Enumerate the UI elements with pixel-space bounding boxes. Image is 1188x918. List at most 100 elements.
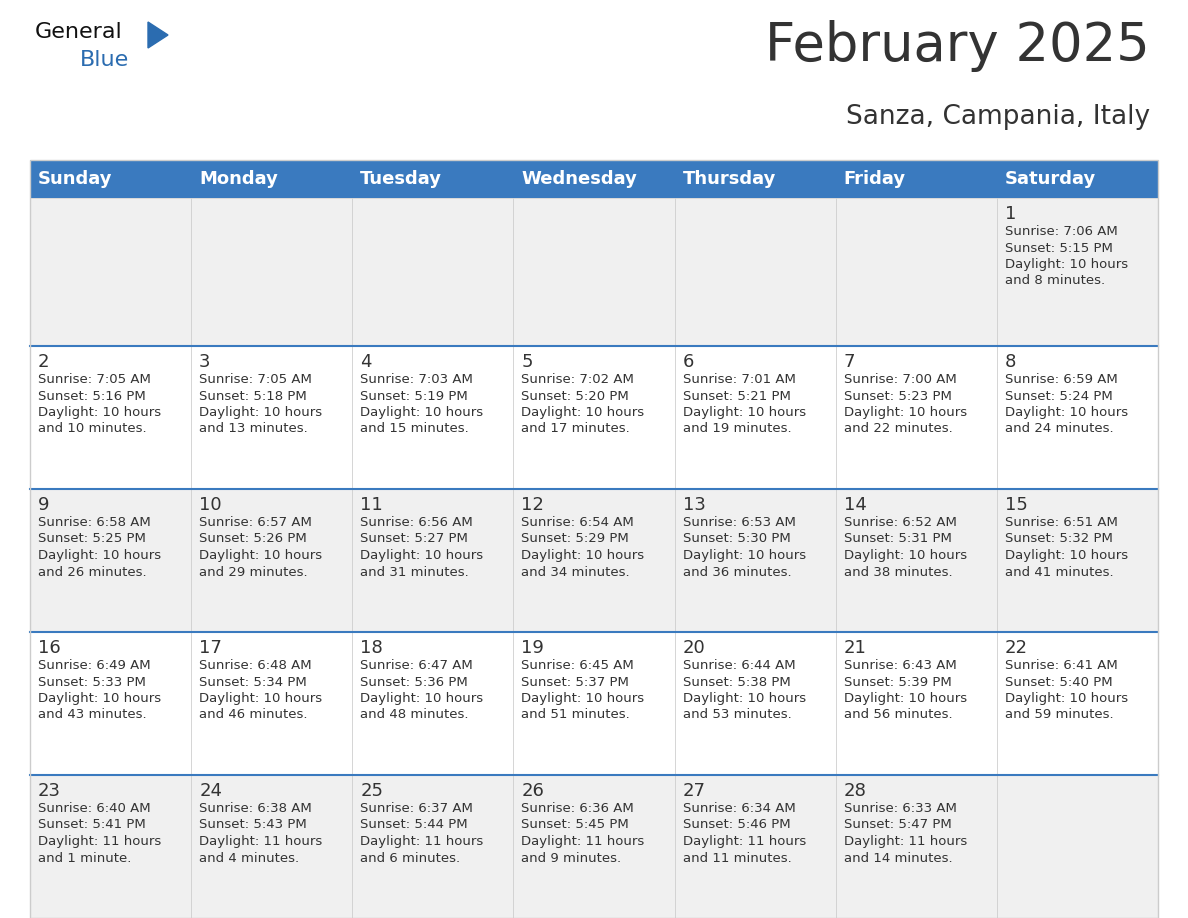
Bar	[997, 346, 1158, 489]
Bar	[353, 632, 513, 775]
Text: Sanza, Campania, Italy: Sanza, Campania, Italy	[846, 104, 1150, 130]
Bar	[191, 775, 353, 918]
Bar	[835, 198, 997, 346]
Text: Sunset: 5:21 PM: Sunset: 5:21 PM	[683, 389, 790, 402]
Text: Daylight: 10 hours: Daylight: 10 hours	[843, 692, 967, 705]
Text: Sunrise: 6:57 AM: Sunrise: 6:57 AM	[200, 516, 312, 529]
Text: and 4 minutes.: and 4 minutes.	[200, 852, 299, 865]
Text: Sunrise: 6:58 AM: Sunrise: 6:58 AM	[38, 516, 151, 529]
Bar	[191, 489, 353, 632]
Text: and 11 minutes.: and 11 minutes.	[683, 852, 791, 865]
Text: Sunrise: 6:41 AM: Sunrise: 6:41 AM	[1005, 659, 1118, 672]
Text: 12: 12	[522, 496, 544, 514]
Bar	[997, 632, 1158, 775]
Bar	[30, 632, 191, 775]
Bar	[835, 775, 997, 918]
Text: 10: 10	[200, 496, 222, 514]
Text: Daylight: 11 hours: Daylight: 11 hours	[38, 835, 162, 848]
Text: and 13 minutes.: and 13 minutes.	[200, 422, 308, 435]
Text: Wednesday: Wednesday	[522, 170, 637, 188]
Bar	[835, 489, 997, 632]
Text: Saturday: Saturday	[1005, 170, 1097, 188]
Text: Sunset: 5:26 PM: Sunset: 5:26 PM	[200, 532, 307, 545]
Text: 7: 7	[843, 353, 855, 371]
Text: 9: 9	[38, 496, 50, 514]
Text: Sunset: 5:38 PM: Sunset: 5:38 PM	[683, 676, 790, 688]
Text: 27: 27	[683, 782, 706, 800]
Text: Sunrise: 6:37 AM: Sunrise: 6:37 AM	[360, 802, 473, 815]
Text: and 19 minutes.: and 19 minutes.	[683, 422, 791, 435]
Text: and 51 minutes.: and 51 minutes.	[522, 709, 630, 722]
Text: and 46 minutes.: and 46 minutes.	[200, 709, 308, 722]
Text: Daylight: 10 hours: Daylight: 10 hours	[522, 406, 645, 419]
Text: 17: 17	[200, 639, 222, 657]
Text: Thursday: Thursday	[683, 170, 776, 188]
Bar	[191, 160, 353, 198]
Bar	[30, 346, 191, 489]
Text: and 48 minutes.: and 48 minutes.	[360, 709, 469, 722]
Bar	[513, 198, 675, 346]
Text: Sunset: 5:37 PM: Sunset: 5:37 PM	[522, 676, 630, 688]
Polygon shape	[148, 22, 168, 48]
Text: Sunrise: 6:52 AM: Sunrise: 6:52 AM	[843, 516, 956, 529]
Text: Sunset: 5:44 PM: Sunset: 5:44 PM	[360, 819, 468, 832]
Text: Sunset: 5:36 PM: Sunset: 5:36 PM	[360, 676, 468, 688]
Text: and 22 minutes.: and 22 minutes.	[843, 422, 953, 435]
Text: Sunset: 5:34 PM: Sunset: 5:34 PM	[200, 676, 307, 688]
Text: 19: 19	[522, 639, 544, 657]
Text: Daylight: 10 hours: Daylight: 10 hours	[360, 692, 484, 705]
Text: Sunrise: 7:00 AM: Sunrise: 7:00 AM	[843, 373, 956, 386]
Text: and 38 minutes.: and 38 minutes.	[843, 565, 953, 578]
Text: 26: 26	[522, 782, 544, 800]
Text: Sunset: 5:41 PM: Sunset: 5:41 PM	[38, 819, 146, 832]
Bar	[675, 775, 835, 918]
Text: Sunset: 5:45 PM: Sunset: 5:45 PM	[522, 819, 630, 832]
Text: Daylight: 10 hours: Daylight: 10 hours	[522, 549, 645, 562]
Bar	[675, 198, 835, 346]
Text: and 36 minutes.: and 36 minutes.	[683, 565, 791, 578]
Text: and 15 minutes.: and 15 minutes.	[360, 422, 469, 435]
Text: Sunset: 5:23 PM: Sunset: 5:23 PM	[843, 389, 952, 402]
Text: Daylight: 11 hours: Daylight: 11 hours	[843, 835, 967, 848]
Text: Sunset: 5:15 PM: Sunset: 5:15 PM	[1005, 241, 1113, 254]
Text: 18: 18	[360, 639, 383, 657]
Text: Daylight: 10 hours: Daylight: 10 hours	[843, 406, 967, 419]
Text: 8: 8	[1005, 353, 1016, 371]
Text: Sunset: 5:16 PM: Sunset: 5:16 PM	[38, 389, 146, 402]
Text: Sunrise: 6:54 AM: Sunrise: 6:54 AM	[522, 516, 634, 529]
Text: Daylight: 10 hours: Daylight: 10 hours	[1005, 692, 1127, 705]
Bar	[997, 489, 1158, 632]
Text: Sunset: 5:18 PM: Sunset: 5:18 PM	[200, 389, 307, 402]
Text: Sunrise: 6:38 AM: Sunrise: 6:38 AM	[200, 802, 312, 815]
Text: Sunrise: 6:40 AM: Sunrise: 6:40 AM	[38, 802, 151, 815]
Text: 2: 2	[38, 353, 50, 371]
Text: 5: 5	[522, 353, 533, 371]
Text: and 24 minutes.: and 24 minutes.	[1005, 422, 1113, 435]
Text: Sunset: 5:19 PM: Sunset: 5:19 PM	[360, 389, 468, 402]
Bar	[353, 775, 513, 918]
Bar	[513, 346, 675, 489]
Text: Sunrise: 6:47 AM: Sunrise: 6:47 AM	[360, 659, 473, 672]
Text: and 1 minute.: and 1 minute.	[38, 852, 132, 865]
Text: 4: 4	[360, 353, 372, 371]
Text: Sunrise: 6:49 AM: Sunrise: 6:49 AM	[38, 659, 151, 672]
Text: Sunset: 5:47 PM: Sunset: 5:47 PM	[843, 819, 952, 832]
Text: Sunrise: 7:06 AM: Sunrise: 7:06 AM	[1005, 225, 1118, 238]
Bar	[675, 160, 835, 198]
Bar	[513, 489, 675, 632]
Text: Daylight: 10 hours: Daylight: 10 hours	[1005, 549, 1127, 562]
Text: and 34 minutes.: and 34 minutes.	[522, 565, 630, 578]
Text: 23: 23	[38, 782, 61, 800]
Text: Sunset: 5:32 PM: Sunset: 5:32 PM	[1005, 532, 1113, 545]
Text: Sunrise: 7:05 AM: Sunrise: 7:05 AM	[200, 373, 312, 386]
Bar	[353, 346, 513, 489]
Text: Sunset: 5:24 PM: Sunset: 5:24 PM	[1005, 389, 1113, 402]
Text: February 2025: February 2025	[765, 20, 1150, 72]
Text: Daylight: 10 hours: Daylight: 10 hours	[200, 406, 322, 419]
Text: 1: 1	[1005, 205, 1016, 223]
Text: Blue: Blue	[80, 50, 129, 70]
Text: Sunrise: 6:56 AM: Sunrise: 6:56 AM	[360, 516, 473, 529]
Bar	[997, 198, 1158, 346]
Text: 16: 16	[38, 639, 61, 657]
Text: Daylight: 10 hours: Daylight: 10 hours	[38, 692, 162, 705]
